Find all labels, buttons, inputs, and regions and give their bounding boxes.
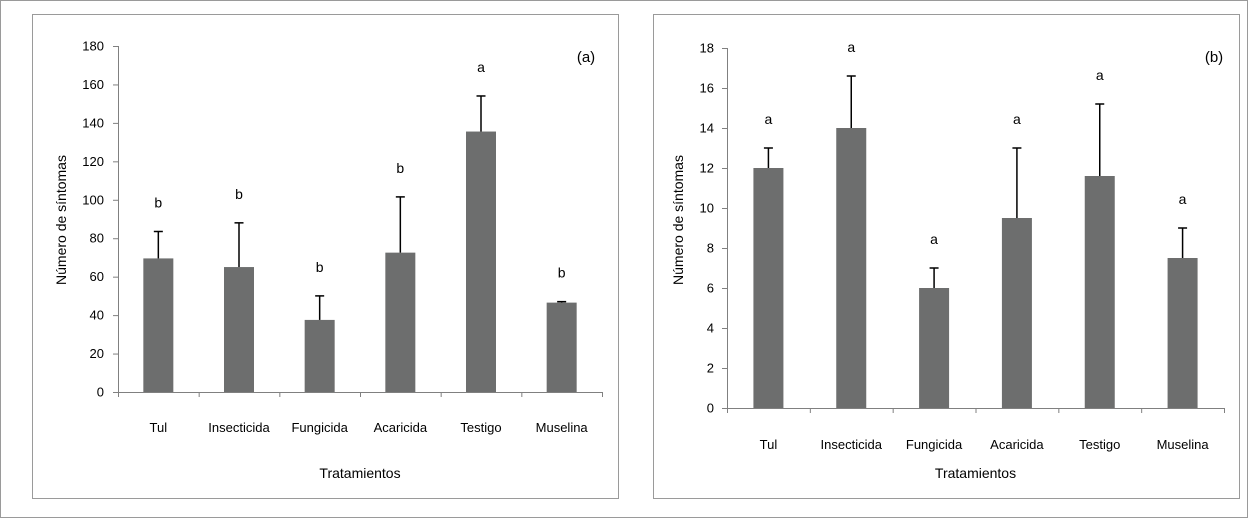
y-tick-label: 180 <box>82 39 104 54</box>
chart-frame <box>32 14 619 499</box>
bar-testigo <box>466 131 496 393</box>
y-tick-label: 2 <box>707 361 714 376</box>
y-tick-label: 40 <box>90 308 104 323</box>
y-tick-label: 60 <box>90 269 104 284</box>
category-label: Acaricida <box>374 420 428 435</box>
x-axis-title: Tratamientos <box>319 465 400 481</box>
y-axis-title: Número de síntomas <box>53 155 69 285</box>
category-label: Fungicida <box>291 420 348 435</box>
category-label: Insecticida <box>821 437 883 452</box>
significance-letter: a <box>1013 111 1021 127</box>
y-tick-label: 140 <box>82 115 104 130</box>
significance-letter: b <box>154 194 162 210</box>
bar-acaricida <box>385 252 416 392</box>
significance-letter: b <box>316 259 324 275</box>
chart-panel-a: 0 20 40 60 80 100 120 140 160 180 b Tul b Insecticida… <box>32 14 619 499</box>
y-tick-label: 14 <box>700 121 714 136</box>
significance-letter: a <box>1096 67 1104 83</box>
significance-letter: b <box>558 265 566 281</box>
panel-label: (a) <box>577 49 595 66</box>
y-tick-label: 8 <box>707 241 714 256</box>
significance-letter: a <box>765 111 773 127</box>
category-label: Insecticida <box>208 420 270 435</box>
x-axis-title: Tratamientos <box>935 465 1016 481</box>
y-tick-label: 0 <box>707 401 714 416</box>
significance-letter: a <box>930 231 938 247</box>
y-tick-label: 4 <box>707 321 714 336</box>
chart-panel-b: 0 2 4 6 8 10 12 14 16 18 a Tul a Insecticida a Fungicid… <box>653 14 1240 499</box>
bar-muselina <box>546 302 577 392</box>
bar-fungicida <box>304 319 335 392</box>
category-label: Tul <box>760 437 778 452</box>
panel-label: (b) <box>1205 49 1223 66</box>
significance-letter: a <box>1179 191 1187 207</box>
y-tick-label: 80 <box>90 231 104 246</box>
y-tick-label: 120 <box>82 154 104 169</box>
bar-muselina <box>1167 258 1198 408</box>
bar-acaricida <box>1001 218 1032 408</box>
significance-letter: b <box>235 186 243 202</box>
bar-insecticida <box>224 267 254 392</box>
category-label: Tul <box>150 420 168 435</box>
y-tick-label: 18 <box>700 41 714 56</box>
category-label: Muselina <box>536 420 589 435</box>
significance-letter: a <box>477 59 485 75</box>
significance-letter: a <box>847 39 855 55</box>
y-axis-title: Número de síntomas <box>670 155 686 285</box>
y-tick-label: 160 <box>82 77 104 92</box>
y-tick-label: 6 <box>707 281 714 296</box>
chart-frame <box>653 14 1240 499</box>
category-label: Acaricida <box>990 437 1044 452</box>
category-label: Testigo <box>460 420 501 435</box>
category-label: Muselina <box>1157 437 1210 452</box>
bar-insecticida <box>836 128 867 408</box>
y-tick-label: 100 <box>82 192 104 207</box>
bar-fungicida <box>919 288 950 408</box>
y-tick-label: 0 <box>97 385 104 400</box>
bar-tul <box>753 168 784 408</box>
bar-tul <box>143 258 174 392</box>
y-tick-label: 20 <box>90 346 104 361</box>
category-label: Fungicida <box>906 437 963 452</box>
y-tick-label: 16 <box>700 81 714 96</box>
bar-testigo <box>1084 176 1115 408</box>
category-label: Testigo <box>1079 437 1120 452</box>
significance-letter: b <box>396 160 404 176</box>
y-tick-label: 10 <box>700 201 714 216</box>
y-tick-label: 12 <box>700 161 714 176</box>
